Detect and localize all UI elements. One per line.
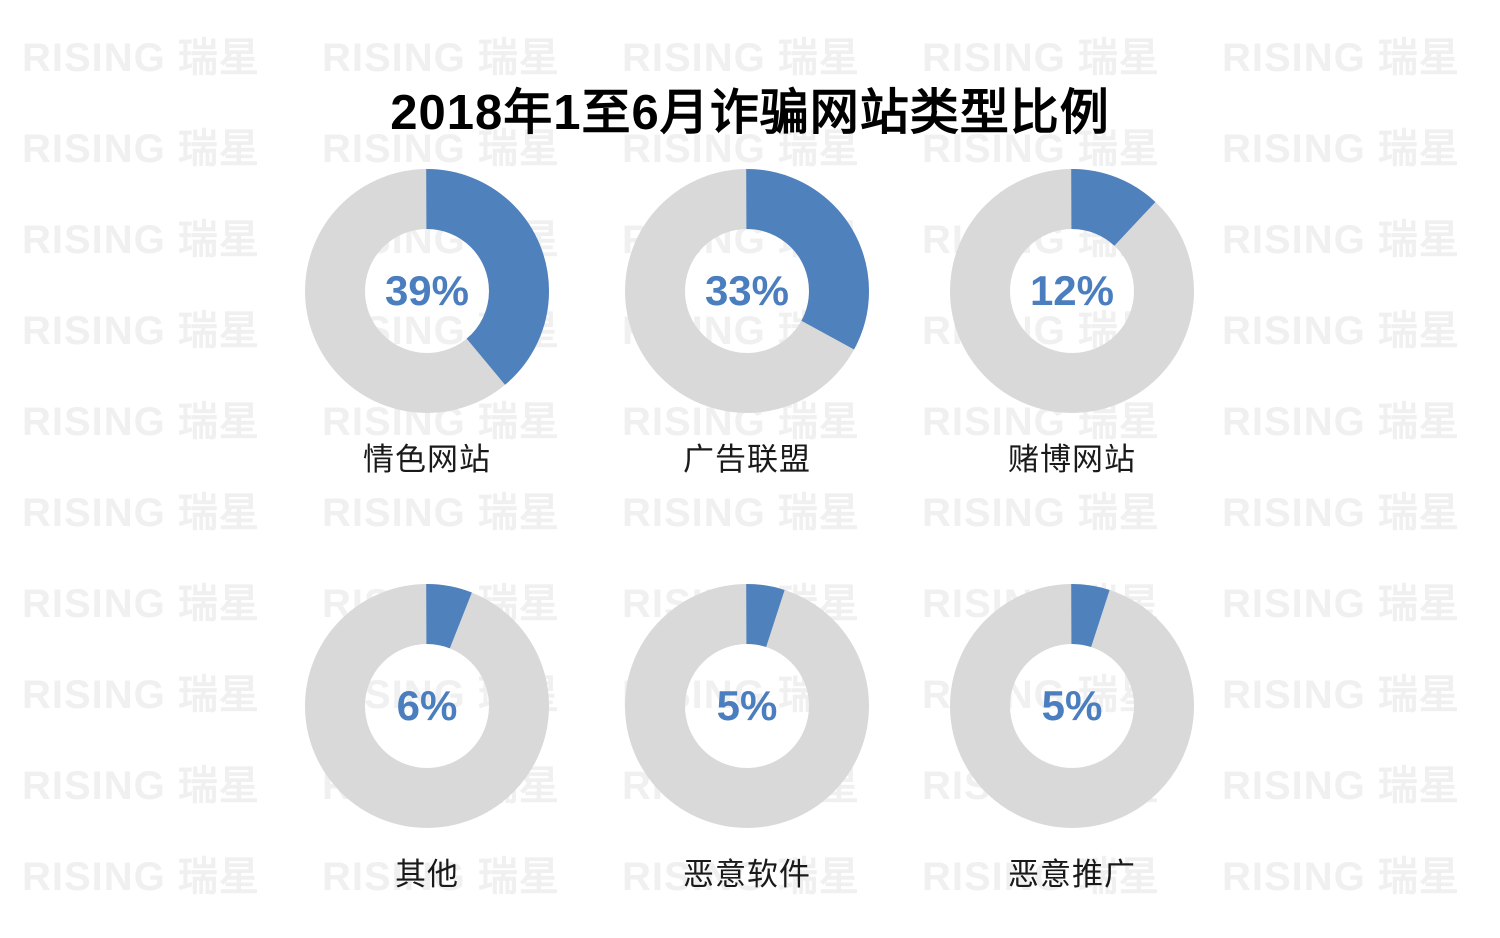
donut-chart-gambling-sites: 12% 赌博网站 <box>912 168 1232 479</box>
donut-chart-malicious-promotion: 5% 恶意推广 <box>912 583 1232 894</box>
donut-value-unit: % <box>420 682 458 729</box>
watermark-logo: RISING 瑞星 <box>622 491 860 535</box>
donut-value: 5% <box>949 583 1195 829</box>
watermark-logo: RISING 瑞星 <box>1222 582 1460 626</box>
donut-chart-others: 6% 其他 <box>267 583 587 894</box>
donut-value-unit: % <box>1065 682 1103 729</box>
donut-value: 6% <box>304 583 550 829</box>
watermark-logo: RISING 瑞星 <box>22 855 260 899</box>
watermark-logo: RISING 瑞星 <box>22 309 260 353</box>
watermark-logo: RISING 瑞星 <box>1222 764 1460 808</box>
donut-chart-ad-alliance: 33% 广告联盟 <box>587 168 907 479</box>
donut-value: 5% <box>624 583 870 829</box>
donut-ring-svg <box>950 169 1194 413</box>
watermark-logo: RISING 瑞星 <box>922 127 1160 171</box>
watermark-logo: RISING 瑞星 <box>322 855 560 899</box>
watermark-logo: RISING 瑞星 <box>322 36 560 80</box>
watermark-logo: RISING 瑞星 <box>22 218 260 262</box>
watermark-logo: RISING 瑞星 <box>22 582 260 626</box>
donut-chart-porn-sites: 39% 情色网站 <box>267 168 587 479</box>
donut-value-number: 5 <box>716 682 740 729</box>
donut-value-unit: % <box>751 267 790 314</box>
watermark-logo: RISING 瑞星 <box>22 127 260 171</box>
watermark-logo: RISING 瑞星 <box>1222 491 1460 535</box>
watermark-logo: RISING 瑞星 <box>622 127 860 171</box>
watermark-logo: RISING 瑞星 <box>1222 127 1460 171</box>
donut-ring-svg <box>305 169 549 413</box>
donut-value-number: 33 <box>704 267 752 314</box>
page-title: 2018年1至6月诈骗网站类型比例 <box>390 85 1110 140</box>
donut-value-number: 12 <box>1029 267 1077 314</box>
donut-label: 恶意推广 <box>1008 857 1136 892</box>
donut-value: 12% <box>949 168 1195 414</box>
donut-ring-svg <box>305 584 549 828</box>
donut-ring-svg <box>625 169 869 413</box>
watermark-logo: RISING 瑞星 <box>622 36 860 80</box>
donut-label: 赌博网站 <box>1008 442 1136 477</box>
donut-label: 其他 <box>395 857 459 892</box>
donut-value-unit: % <box>431 267 470 314</box>
watermark-logo: RISING 瑞星 <box>622 855 860 899</box>
watermark-logo: RISING 瑞星 <box>922 36 1160 80</box>
donut-value-unit: % <box>740 682 778 729</box>
watermark-logo: RISING 瑞星 <box>22 36 260 80</box>
donut-label: 广告联盟 <box>683 442 811 477</box>
donut-value-number: 6 <box>396 682 420 729</box>
donut-value-number: 39 <box>384 267 432 314</box>
watermark-logo: RISING 瑞星 <box>22 491 260 535</box>
watermark-logo: RISING 瑞星 <box>922 491 1160 535</box>
donut-chart-malware: 5% 恶意软件 <box>587 583 907 894</box>
watermark-logo: RISING 瑞星 <box>322 491 560 535</box>
donut-ring-svg <box>625 584 869 828</box>
donut-value-unit: % <box>1076 267 1115 314</box>
watermark-logo: RISING 瑞星 <box>22 400 260 444</box>
watermark-logo: RISING 瑞星 <box>22 673 260 717</box>
donut-value: 39% <box>304 168 550 414</box>
watermark-logo: RISING 瑞星 <box>1222 673 1460 717</box>
watermark-logo: RISING 瑞星 <box>322 127 560 171</box>
donut-ring-svg <box>950 584 1194 828</box>
donut-value: 33% <box>624 168 870 414</box>
watermark-logo: RISING 瑞星 <box>1222 309 1460 353</box>
watermark-logo: RISING 瑞星 <box>922 855 1160 899</box>
watermark-logo: RISING 瑞星 <box>1222 218 1460 262</box>
watermark-logo: RISING 瑞星 <box>1222 36 1460 80</box>
donut-label: 情色网站 <box>363 442 491 477</box>
donut-label: 恶意软件 <box>683 857 811 892</box>
donut-value-number: 5 <box>1041 682 1065 729</box>
watermark-logo: RISING 瑞星 <box>22 764 260 808</box>
watermark-logo: RISING 瑞星 <box>1222 400 1460 444</box>
watermark-logo: RISING 瑞星 <box>1222 855 1460 899</box>
